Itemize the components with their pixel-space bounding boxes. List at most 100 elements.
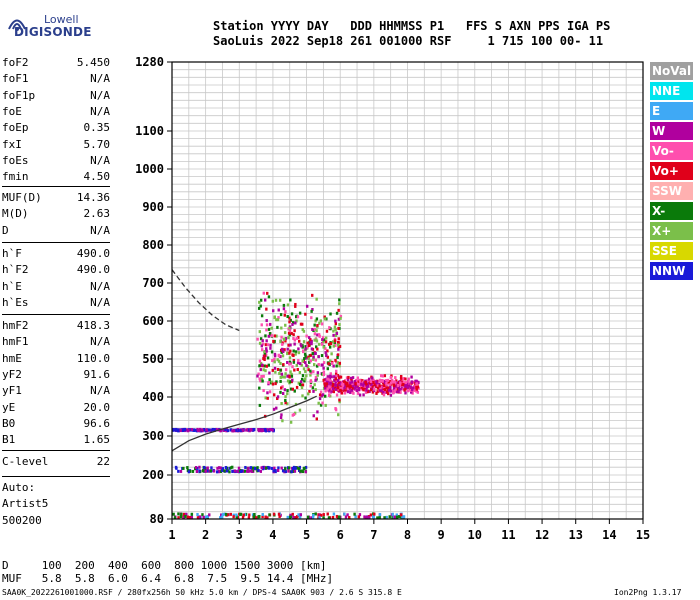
echo-point	[378, 378, 382, 382]
legend-item-ssw: SSW	[650, 182, 693, 200]
echo-point	[276, 318, 280, 322]
echo-point	[292, 333, 295, 337]
param-row-500200: 500200	[2, 514, 110, 530]
echo-point	[201, 428, 204, 432]
echo-point	[326, 349, 329, 353]
echo-point	[317, 333, 321, 337]
echo-point	[274, 370, 277, 374]
echo-point	[416, 390, 420, 394]
legend-item-w: W	[650, 122, 693, 140]
echo-point	[348, 515, 351, 519]
echo-point	[324, 351, 327, 355]
echo-point	[286, 389, 289, 393]
echo-point	[311, 308, 314, 312]
echo-point	[371, 376, 374, 380]
echo-point	[257, 372, 260, 376]
echo-point	[373, 387, 376, 391]
echo-point	[258, 377, 261, 381]
echo-point	[290, 380, 293, 384]
echo-point	[298, 339, 301, 343]
echo-point	[324, 336, 328, 340]
echo-point	[343, 385, 346, 389]
echo-point	[328, 326, 331, 330]
echo-point	[333, 375, 336, 379]
echo-point	[364, 381, 367, 385]
y-tick-label: 900	[142, 200, 164, 214]
echo-point	[279, 379, 282, 383]
echo-point	[337, 317, 341, 321]
echo-point	[273, 334, 277, 338]
echo-point	[265, 466, 268, 470]
param-row-fof1p: foF1p N/A	[2, 89, 110, 105]
echo-point	[185, 512, 188, 516]
legend-item-noval: NoVal	[650, 62, 693, 80]
echo-point	[212, 469, 216, 473]
echo-point	[177, 429, 181, 433]
param-label: h`F	[2, 247, 22, 260]
echo-point	[284, 470, 287, 474]
echo-point	[332, 364, 335, 368]
echo-point	[391, 515, 394, 519]
echo-point	[349, 381, 352, 385]
echo-point	[224, 465, 228, 469]
echo-point	[184, 514, 187, 518]
echo-point	[315, 417, 318, 421]
echo-point	[412, 386, 415, 390]
echo-point	[298, 515, 302, 519]
echo-point	[327, 342, 331, 346]
echo-point	[288, 362, 291, 366]
echo-point	[326, 377, 329, 381]
echo-point	[220, 515, 224, 519]
echo-point	[314, 358, 318, 362]
echo-point	[265, 319, 268, 323]
echo-point	[397, 390, 400, 394]
param-label: foF2	[2, 56, 29, 69]
echo-point	[298, 408, 302, 412]
x-tick-label: 5	[303, 528, 310, 542]
echo-point	[361, 383, 365, 387]
echo-point	[317, 401, 320, 405]
echo-point	[386, 378, 390, 382]
echo-point	[259, 469, 262, 473]
echo-trace-group	[256, 291, 343, 424]
echo-point	[241, 428, 245, 432]
param-value: 20.0	[83, 400, 111, 414]
echo-point	[314, 388, 317, 392]
echo-point	[338, 302, 341, 306]
echo-point	[395, 513, 398, 517]
echo-point	[188, 469, 192, 473]
echo-point	[409, 390, 413, 394]
echo-point	[304, 370, 307, 374]
echo-point	[327, 362, 330, 366]
echo-point	[276, 367, 280, 371]
echo-point	[172, 512, 175, 516]
echo-point	[360, 385, 363, 389]
chart-axes: 1 2 3 4 5 6 7 8 9 10 11 12 13 14 158020030040050060070…	[135, 55, 650, 542]
echo-point	[385, 386, 388, 390]
echo-point	[175, 427, 178, 431]
echo-point	[353, 386, 356, 390]
echo-point	[383, 381, 387, 385]
param-row-b1: B1 1.65	[2, 433, 110, 449]
echo-point	[405, 382, 409, 386]
echo-point	[391, 512, 394, 516]
echo-point	[268, 513, 271, 517]
echo-point	[304, 354, 307, 358]
echo-point	[322, 366, 325, 370]
echo-point	[305, 304, 309, 308]
echo-point	[324, 403, 327, 407]
echo-point	[407, 377, 410, 381]
echo-point	[318, 334, 321, 338]
echo-point	[301, 394, 304, 398]
echo-point	[276, 469, 280, 473]
echo-point	[302, 367, 306, 371]
echo-point	[306, 515, 310, 519]
echo-point	[337, 343, 340, 347]
echo-point	[245, 428, 249, 432]
param-value: 110.0	[76, 351, 110, 365]
echo-point	[334, 360, 338, 364]
echo-point	[270, 466, 274, 470]
echo-point	[311, 293, 314, 297]
echo-point	[270, 334, 274, 338]
echo-point	[334, 380, 337, 384]
